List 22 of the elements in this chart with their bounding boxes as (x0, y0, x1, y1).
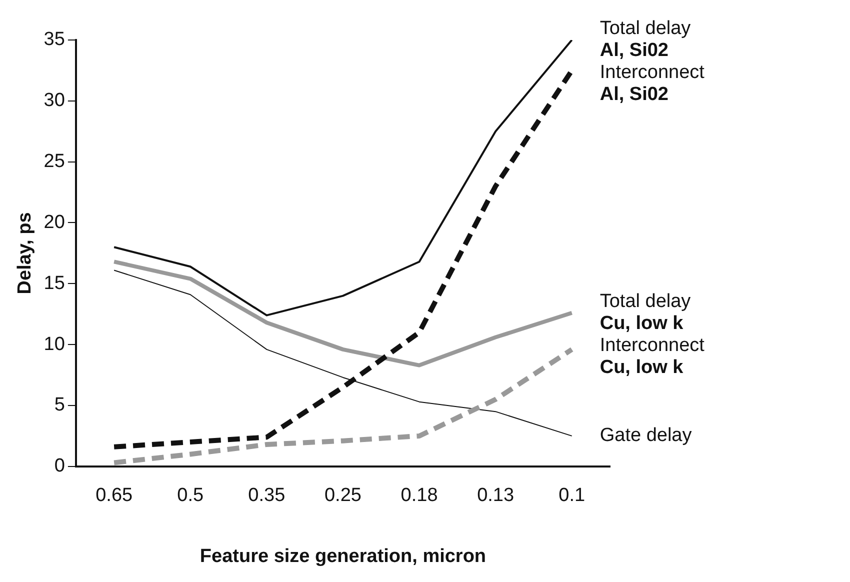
y-tick-label: 15 (44, 272, 65, 294)
series-label: Interconnect Al, Si02 (600, 62, 706, 106)
x-axis-title: Feature size generation, micron (200, 546, 486, 567)
series-label: Interconnect Cu, low k (600, 335, 706, 378)
series-label: Total delay Al, Si02 (600, 18, 692, 62)
y-tick-label: 5 (54, 394, 65, 416)
y-tick-label: 0 (54, 456, 65, 477)
series-label: Total delay Cu, low k (600, 291, 692, 334)
x-tick-label: 0.35 (248, 485, 286, 506)
series-label: Gate delay (600, 425, 692, 446)
x-tick-label: 0.65 (96, 485, 133, 506)
y-tick-label: 35 (44, 29, 65, 50)
y-tick-label: 20 (44, 212, 65, 233)
x-tick-label: 0.25 (324, 485, 362, 506)
x-tick-label: 0.1 (558, 485, 586, 506)
y-tick-label: 25 (44, 151, 65, 172)
y-tick-label: 10 (44, 334, 65, 355)
y-tick-label: 30 (44, 90, 65, 112)
y-axis-title: Delay, ps (14, 212, 36, 294)
x-tick-label: 0.18 (400, 485, 438, 506)
x-tick-label: 0.13 (477, 485, 514, 506)
x-tick-label: 0.5 (177, 485, 204, 506)
